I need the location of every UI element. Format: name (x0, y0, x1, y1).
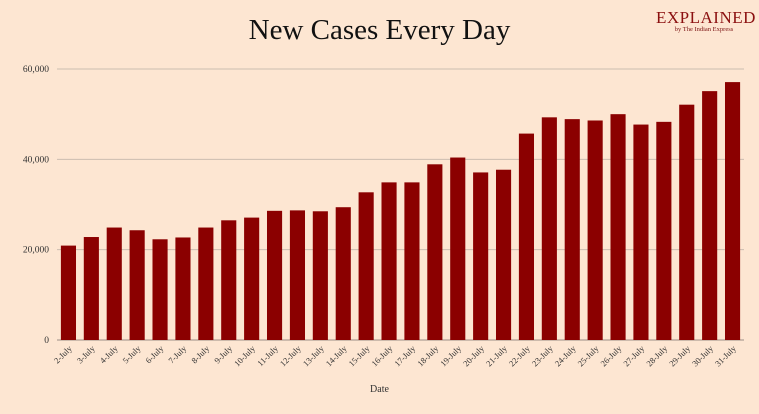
bar-21-July (495, 169, 512, 340)
bar-5-July (129, 230, 145, 340)
bar-14-July (335, 207, 351, 340)
bar-25-July (587, 120, 603, 341)
bar-3-July (83, 237, 99, 340)
x-tick-label: 26-July (598, 343, 624, 369)
bar-12-July (289, 210, 306, 340)
x-tick-label: 18-July (415, 343, 441, 369)
y-tick-label: 60,000 (23, 65, 49, 75)
bar-10-July (244, 217, 260, 340)
x-tick-label: 11-July (255, 343, 280, 368)
x-tick-label: 6-July (143, 343, 166, 366)
x-tick-label: 28-July (644, 343, 670, 369)
bar-15-July (358, 192, 374, 340)
bar-22-July (518, 133, 535, 340)
bar-8-July (198, 227, 214, 340)
y-axis-ticks: 0 20,000 40,000 60,000 (23, 65, 49, 346)
x-axis-label: Date (370, 384, 389, 395)
bar-13-July (312, 211, 328, 340)
x-tick-label: 5-July (120, 343, 143, 366)
bar-31-July (724, 82, 741, 341)
x-tick-label: 17-July (392, 343, 418, 369)
bar-19-July (450, 157, 466, 340)
bars (60, 82, 741, 341)
gridlines (57, 68, 744, 341)
x-tick-label: 2-July (52, 343, 75, 366)
x-tick-label: 15-July (346, 343, 372, 369)
bar-20-July (473, 172, 489, 340)
bar-26-July (610, 114, 626, 341)
bar-27-July (633, 124, 649, 341)
brand-logo-text: EXPLAINED (656, 8, 756, 27)
bar-7-July (175, 237, 191, 340)
brand-logo: EXPLAINED by The Indian Express (656, 8, 756, 33)
bar-11-July (266, 210, 283, 340)
x-tick-label: 7-July (166, 343, 189, 366)
bar-17-July (404, 182, 420, 340)
brand-subtitle: by The Indian Express (674, 26, 734, 33)
x-tick-label: 25-July (575, 343, 601, 369)
y-tick-label: 20,000 (23, 246, 49, 256)
x-tick-label: 23-July (530, 343, 556, 369)
bar-23-July (541, 117, 557, 340)
bar-30-July (702, 91, 718, 340)
bar-4-July (106, 227, 122, 340)
x-tick-label: 24-July (553, 343, 579, 369)
bar-29-July (679, 104, 695, 340)
x-tick-label: 12-July (278, 343, 304, 369)
x-tick-label: 27-July (621, 343, 647, 369)
x-tick-label: 3-July (75, 343, 98, 366)
bar-2-July (60, 245, 77, 340)
x-tick-label: 21-July (484, 343, 510, 369)
bar-16-July (381, 182, 397, 340)
y-tick-label: 0 (44, 336, 49, 346)
y-tick-label: 40,000 (23, 155, 49, 165)
chart-title: New Cases Every Day (248, 14, 511, 46)
bar-18-July (427, 164, 443, 340)
x-tick-label: 16-July (369, 343, 395, 369)
bar-9-July (221, 220, 237, 340)
x-axis-ticks: 2-July 3-July 4-July 5-July 6-July 7-July 8-Ju… (52, 343, 739, 369)
x-tick-label: 14-July (324, 343, 350, 369)
x-tick-label: 19-July (438, 343, 464, 369)
bar-6-July (152, 239, 168, 340)
x-tick-label: 30-July (690, 343, 716, 369)
x-tick-label: 10-July (232, 343, 258, 369)
x-tick-label: 8-July (189, 343, 212, 366)
x-tick-label: 31-July (713, 343, 739, 369)
x-tick-label: 22-July (507, 343, 533, 369)
bar-28-July (656, 121, 672, 340)
x-tick-label: 13-July (301, 343, 327, 369)
x-tick-label: 20-July (461, 343, 487, 369)
bar-24-July (564, 119, 580, 340)
x-tick-label: 4-July (98, 343, 121, 366)
x-tick-label: 29-July (667, 343, 693, 369)
